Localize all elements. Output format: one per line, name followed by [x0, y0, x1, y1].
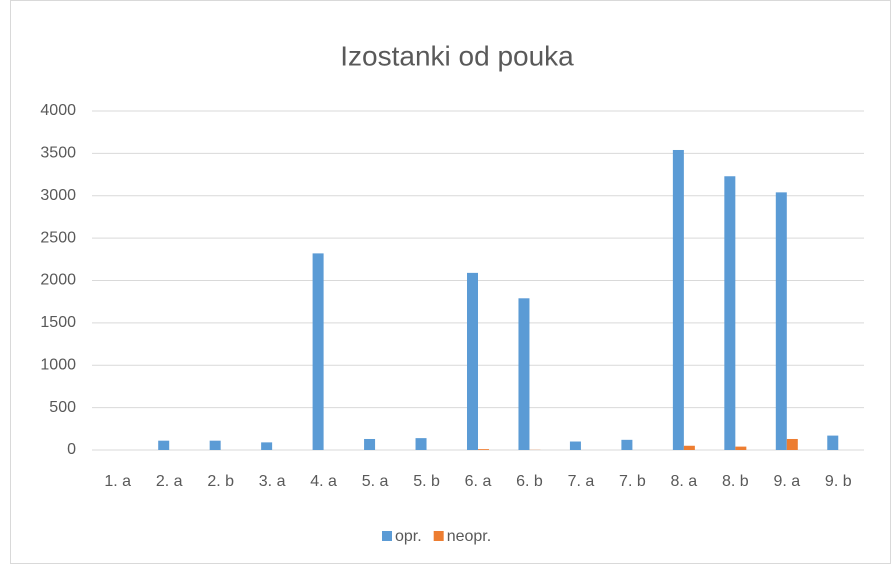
bar [261, 442, 272, 450]
bar [621, 440, 632, 450]
bar [787, 439, 798, 450]
x-tick-label: 9. b [825, 473, 852, 490]
x-tick-label: 7. b [619, 473, 646, 490]
y-tick-label: 1500 [40, 314, 76, 331]
y-tick-label: 3000 [40, 187, 76, 204]
x-tick-label: 3. a [259, 473, 286, 490]
x-tick-label: 2. a [156, 473, 183, 490]
bar [467, 273, 478, 450]
bar [673, 150, 684, 450]
legend-swatch [382, 531, 392, 541]
bar [478, 449, 489, 450]
y-tick-label: 1000 [40, 356, 76, 373]
y-tick-label: 0 [67, 441, 76, 458]
bar [416, 438, 427, 450]
x-tick-label: 2. b [207, 473, 234, 490]
x-tick-label: 5. b [413, 473, 440, 490]
bar [158, 441, 169, 450]
y-tick-label: 3500 [40, 145, 76, 162]
x-tick-label: 5. a [362, 473, 389, 490]
y-tick-label: 500 [49, 399, 76, 416]
y-tick-label: 2000 [40, 272, 76, 289]
bar [724, 176, 735, 450]
y-tick-label: 2500 [40, 229, 76, 246]
bar [364, 439, 375, 450]
y-tick-label: 4000 [40, 102, 76, 119]
x-tick-label: 6. b [516, 473, 543, 490]
bar [313, 253, 324, 450]
x-tick-label: 4. a [310, 473, 337, 490]
x-tick-label: 8. b [722, 473, 749, 490]
x-tick-label: 8. a [671, 473, 698, 490]
bar [684, 446, 695, 450]
legend-label: opr. [395, 528, 422, 545]
chart-frame [11, 1, 891, 564]
bar [827, 436, 838, 450]
bar [776, 192, 787, 450]
x-tick-label: 1. a [104, 473, 131, 490]
x-tick-label: 6. a [465, 473, 492, 490]
legend-swatch [434, 531, 444, 541]
bar [735, 447, 746, 450]
x-tick-label: 9. a [773, 473, 800, 490]
bar [210, 441, 221, 450]
bar [518, 298, 529, 450]
bar [570, 442, 581, 450]
x-tick-label: 7. a [568, 473, 595, 490]
legend-label: neopr. [447, 528, 491, 545]
chart-title: Izostanki od pouka [340, 40, 574, 71]
